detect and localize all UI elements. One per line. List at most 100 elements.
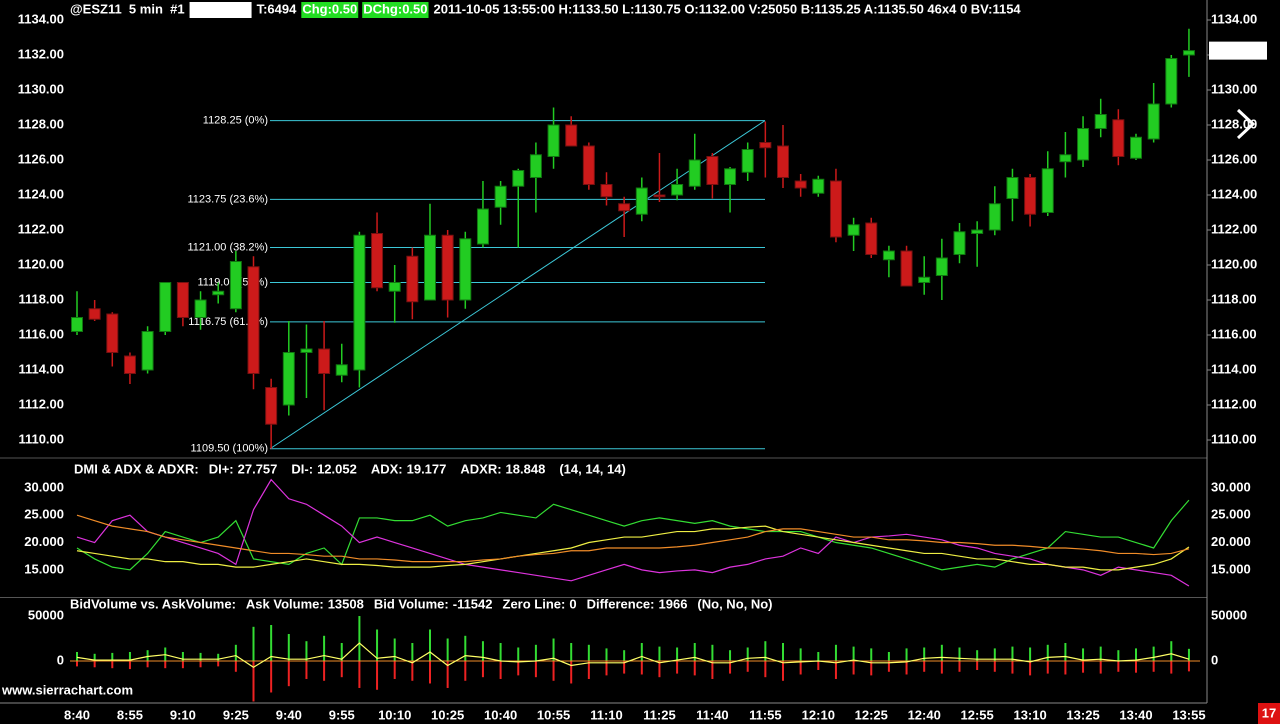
volume-bar	[1099, 646, 1102, 661]
candle-body	[547, 124, 560, 157]
volume-bar	[693, 660, 696, 676]
header-field: DChg:0.50	[363, 1, 427, 16]
candle-body	[829, 180, 842, 238]
volume-bar	[499, 642, 502, 661]
x-tick-label: 9:55	[329, 707, 355, 722]
candle-body	[1024, 177, 1037, 215]
candle-body	[353, 234, 366, 371]
volume-bar	[534, 660, 537, 678]
candle-body	[1165, 58, 1178, 105]
volume-bar	[570, 642, 573, 661]
volume-bar	[481, 660, 484, 678]
y-tick-label: 1124.00	[18, 186, 64, 201]
x-tick-label: 12:40	[908, 707, 941, 722]
x-tick-label: 12:25	[855, 707, 888, 722]
volume-bar	[464, 660, 467, 681]
x-tick-label: 12:10	[802, 707, 835, 722]
last-price-label: 1132.25	[1212, 42, 1258, 57]
volume-bar	[993, 648, 996, 661]
volume-bar	[76, 651, 78, 661]
volume-bar	[111, 652, 114, 661]
y-tick-label-right: 1124.00	[1211, 186, 1257, 201]
x-tick-label: 9:25	[223, 707, 249, 722]
volume-bar	[181, 660, 184, 669]
indicator-line	[76, 499, 1190, 571]
candle-body	[935, 257, 948, 276]
x-tick-label: 13:10	[1013, 707, 1046, 722]
volume-bar	[1117, 660, 1120, 672]
candle-body	[1182, 50, 1195, 56]
volume-bar	[623, 650, 626, 661]
y-tick-label: 1118.00	[18, 291, 64, 306]
candle-body	[88, 308, 101, 320]
candle-body	[459, 238, 472, 301]
y-tick-label: 1128.00	[18, 116, 64, 131]
volume-bar	[499, 660, 502, 679]
y-tick-label: 25.000	[24, 507, 64, 522]
volume-bar	[429, 660, 431, 684]
volume-bar	[923, 647, 926, 661]
fib-label: 1109.50 (100%)	[191, 443, 268, 455]
volume-bar	[870, 648, 873, 661]
x-tick-label: 8:55	[117, 707, 143, 722]
panel-parameters: (14, 14, 14)	[559, 461, 626, 476]
y-tick-label-right: 15.000	[1211, 561, 1251, 576]
legend-name: DI+:	[209, 461, 234, 476]
volume-bar	[640, 660, 643, 675]
candle-body	[71, 317, 83, 332]
volume-bar	[446, 638, 449, 661]
volume-bar	[764, 641, 767, 661]
y-tick-label-right: 1128.00	[1211, 116, 1257, 131]
indicator-line	[76, 525, 1190, 571]
volume-bar	[146, 660, 149, 668]
volume-bar	[958, 647, 961, 661]
volume-bar	[693, 642, 696, 661]
indicator-line	[76, 514, 1190, 563]
volume-bar	[1170, 641, 1173, 661]
candle-body	[600, 184, 613, 198]
volume-bar	[217, 653, 220, 661]
y-tick-label-right: 50000	[1211, 607, 1247, 622]
volume-bar	[782, 660, 784, 681]
header-field: T:6494	[257, 1, 298, 16]
header-field: Chg:0.50	[302, 1, 357, 16]
volume-bar	[1152, 646, 1155, 661]
volume-bar	[1011, 646, 1014, 661]
volume-bar	[234, 660, 237, 672]
badge: 17	[1262, 705, 1276, 720]
y-tick-label: 1110.00	[18, 431, 64, 446]
y-tick-label-right: 25.000	[1211, 507, 1251, 522]
scroll-right-arrow[interactable]	[1236, 108, 1256, 140]
y-tick-label-right: 1120.00	[1211, 256, 1257, 271]
x-tick-label: 11:25	[643, 707, 676, 722]
x-tick-label: 8:40	[64, 707, 90, 722]
candle-body	[300, 348, 313, 353]
volume-bar	[1064, 660, 1067, 675]
badge-box	[1258, 703, 1280, 724]
candle-body	[653, 194, 666, 198]
difference-line	[76, 642, 1190, 668]
y-tick-label: 1126.00	[18, 151, 64, 166]
candle-body	[123, 355, 136, 374]
volume-bar	[534, 644, 537, 661]
volume-bar	[323, 635, 326, 661]
volume-bar	[270, 660, 273, 693]
panel-title: BidVolume vs. AskVolume:	[70, 596, 236, 611]
legend-value: 18.848	[506, 461, 546, 476]
legend-value: 0	[569, 596, 576, 611]
candle-body	[900, 250, 913, 287]
candle-body	[794, 180, 807, 189]
candle-body	[388, 282, 401, 292]
volume-bar	[146, 650, 149, 661]
candle-body	[335, 364, 348, 376]
volume-bar	[552, 660, 555, 681]
last-price-box	[1209, 41, 1267, 60]
legend-name: Zero Line:	[503, 596, 566, 611]
volume-bar	[764, 660, 767, 678]
volume-bar	[411, 660, 414, 681]
y-tick-label-right: 1134.00	[1211, 11, 1257, 26]
volume-bar	[676, 647, 679, 661]
candle-body	[865, 222, 878, 255]
fib-label: 1123.75 (23.6%)	[187, 193, 268, 205]
candle-body	[247, 266, 260, 374]
